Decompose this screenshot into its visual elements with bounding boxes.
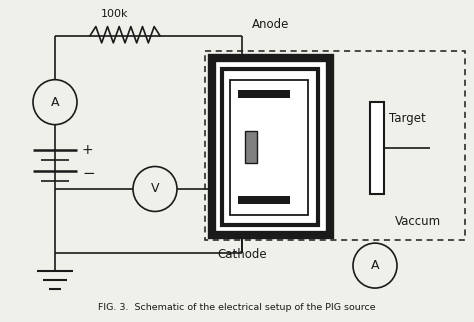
Bar — [245, 131, 257, 164]
Bar — [205, 51, 465, 240]
Circle shape — [353, 243, 397, 288]
Text: Target: Target — [389, 112, 426, 125]
Circle shape — [133, 166, 177, 212]
Bar — [370, 102, 384, 194]
Bar — [230, 80, 308, 214]
Text: FIG. 3.  Schematic of the electrical setup of the PIG source: FIG. 3. Schematic of the electrical setu… — [98, 303, 376, 312]
Text: 100k: 100k — [101, 9, 129, 19]
Text: Cathode: Cathode — [217, 248, 266, 261]
Bar — [238, 196, 290, 204]
Text: +: + — [82, 143, 94, 157]
Bar — [222, 70, 318, 225]
Bar — [212, 58, 330, 235]
Text: Vaccum: Vaccum — [395, 214, 441, 228]
Bar — [238, 90, 290, 98]
Text: A: A — [51, 96, 59, 109]
Text: −: − — [82, 166, 95, 181]
Circle shape — [33, 80, 77, 125]
Text: Anode: Anode — [252, 18, 289, 31]
Text: A: A — [371, 259, 379, 272]
Text: V: V — [151, 183, 159, 195]
